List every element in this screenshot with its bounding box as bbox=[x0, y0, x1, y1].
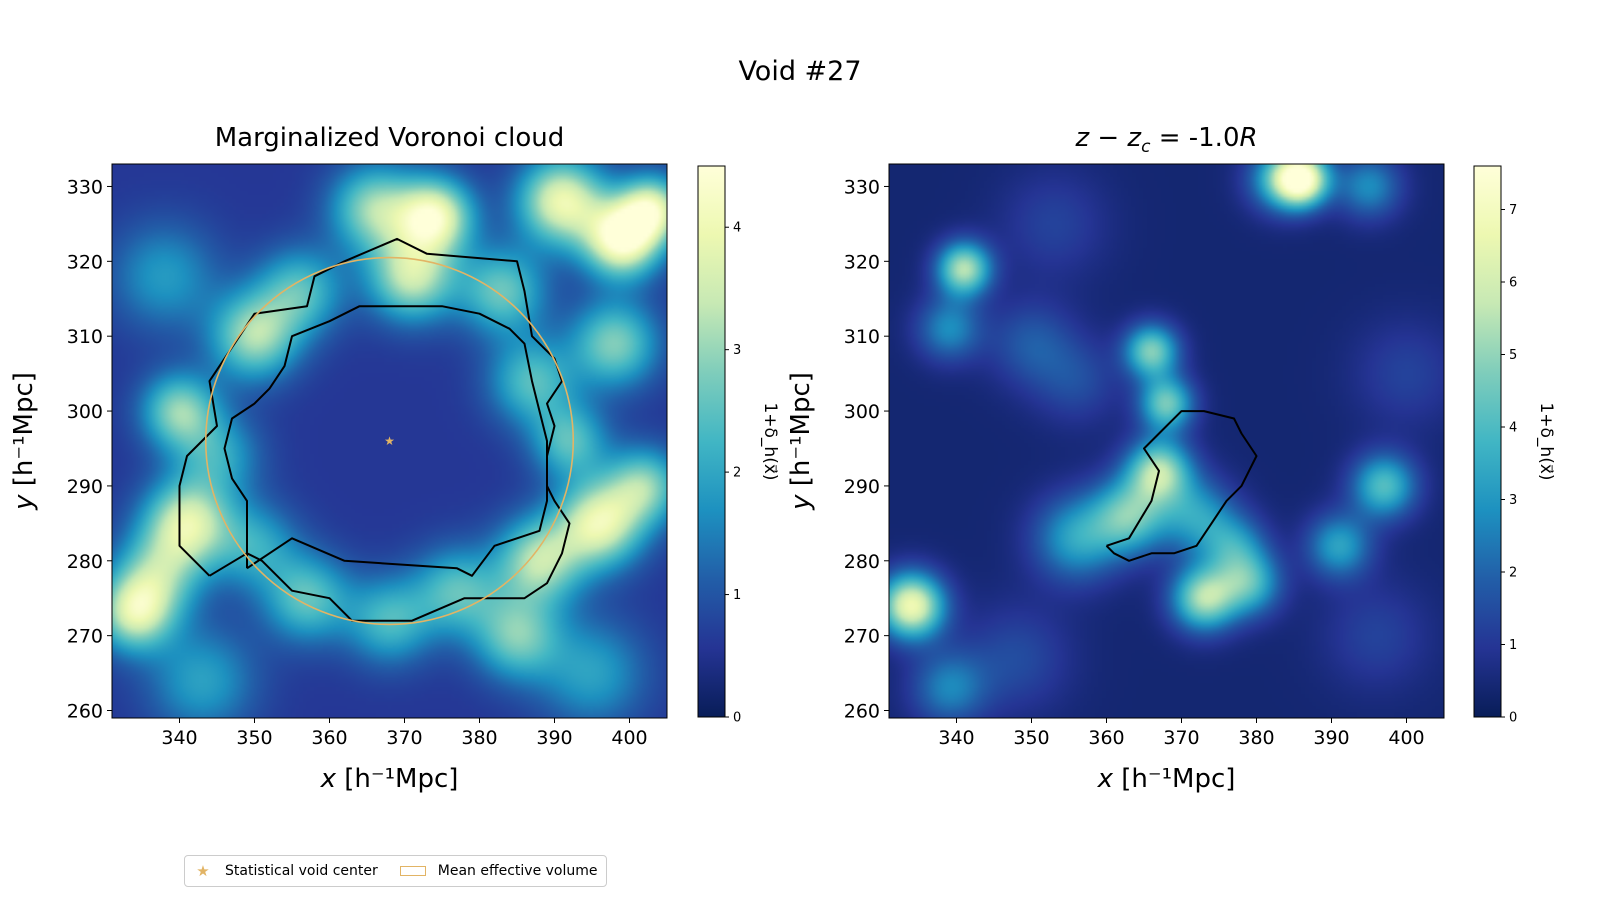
x-tick-label: 370 bbox=[1163, 727, 1199, 749]
y-tick-label: 270 bbox=[844, 626, 880, 648]
colorbar-tick-label: 4 bbox=[733, 221, 741, 236]
y-tick-label: 310 bbox=[844, 326, 880, 348]
x-tick-label: 360 bbox=[1088, 727, 1124, 749]
y-tick-label: 320 bbox=[844, 251, 880, 273]
x-tick-label: 380 bbox=[461, 727, 497, 749]
contour-line bbox=[1105, 410, 1258, 562]
contour-line bbox=[223, 305, 548, 577]
legend-item-volume: Mean effective volume bbox=[396, 863, 598, 879]
x-tick-label: 370 bbox=[386, 727, 422, 749]
x-axis-label: x [h⁻¹Mpc] bbox=[320, 764, 459, 794]
y-axis-label: y [h⁻¹Mpc] bbox=[786, 372, 816, 511]
y-tick-label: 280 bbox=[844, 551, 880, 573]
colorbar-tick-label: 0 bbox=[1509, 711, 1517, 726]
colorbar-tick-label: 7 bbox=[1509, 203, 1517, 218]
legend: ★ Statistical void center Mean effective… bbox=[184, 855, 607, 887]
x-tick-label: 350 bbox=[236, 727, 272, 749]
colorbar-tick-label: 5 bbox=[1509, 348, 1517, 363]
effective-volume-circle bbox=[204, 256, 575, 626]
colorbar-tick-label: 6 bbox=[1509, 276, 1517, 291]
colorbar-tick-label: 3 bbox=[733, 343, 741, 358]
colorbar-tick-label: 2 bbox=[1509, 566, 1517, 581]
colorbar-label: 1+δ_h(x⃗) bbox=[1536, 402, 1556, 480]
y-tick-label: 320 bbox=[67, 251, 103, 273]
x-tick-label: 360 bbox=[311, 727, 347, 749]
y-tick-label: 280 bbox=[67, 551, 103, 573]
heatmap-image bbox=[112, 164, 667, 718]
star-icon: ★ bbox=[196, 862, 210, 880]
panel-1: ★340 350 360 370 380 390 400260270280290300310… bbox=[9, 123, 780, 794]
panel-title: Marginalized Voronoi cloud bbox=[215, 123, 565, 153]
colorbar bbox=[697, 165, 726, 718]
y-axis-label: y [h⁻¹Mpc] bbox=[9, 372, 39, 511]
legend-label: Statistical void center bbox=[225, 863, 378, 879]
colorbar-tick-label: 1 bbox=[1509, 638, 1517, 653]
x-tick-label: 390 bbox=[1313, 727, 1349, 749]
legend-label: Mean effective volume bbox=[437, 863, 598, 879]
patch-icon bbox=[399, 866, 426, 876]
colorbar bbox=[1473, 165, 1502, 718]
x-tick-label: 340 bbox=[938, 727, 974, 749]
heatmap-image bbox=[889, 164, 1444, 718]
x-axis-label: x [h⁻¹Mpc] bbox=[1097, 764, 1236, 794]
colorbar-tick-label: 1 bbox=[733, 588, 741, 603]
y-tick-label: 330 bbox=[844, 176, 880, 198]
y-tick-label: 310 bbox=[67, 326, 103, 348]
legend-item-center: ★ Statistical void center bbox=[191, 862, 378, 880]
x-tick-label: 350 bbox=[1013, 727, 1049, 749]
x-tick-label: 400 bbox=[611, 727, 647, 749]
y-tick-label: 300 bbox=[844, 401, 880, 423]
y-tick-label: 290 bbox=[844, 476, 880, 498]
axes-frame bbox=[111, 163, 668, 719]
void-center-star: ★ bbox=[384, 434, 395, 448]
figure-title: Void #27 bbox=[738, 56, 862, 87]
x-tick-label: 400 bbox=[1388, 727, 1424, 749]
panel-title: z − zc = -1.0R bbox=[1074, 123, 1257, 157]
y-tick-label: 270 bbox=[67, 626, 103, 648]
colorbar-label: 1+δ_h(x⃗) bbox=[760, 402, 780, 480]
colorbar-tick-label: 3 bbox=[1509, 493, 1517, 508]
colorbar-tick-label: 4 bbox=[1509, 421, 1517, 436]
y-tick-label: 260 bbox=[67, 701, 103, 723]
panel-2: 340 350 360 370 380 390 4002602702802903003103… bbox=[786, 123, 1556, 794]
axes-frame bbox=[888, 163, 1445, 719]
x-tick-label: 340 bbox=[161, 727, 197, 749]
y-tick-label: 300 bbox=[67, 401, 103, 423]
y-tick-label: 330 bbox=[67, 176, 103, 198]
y-tick-label: 290 bbox=[67, 476, 103, 498]
y-tick-label: 260 bbox=[844, 701, 880, 723]
colorbar-tick-label: 0 bbox=[733, 711, 741, 726]
colorbar-tick-label: 2 bbox=[733, 466, 741, 481]
x-tick-label: 380 bbox=[1238, 727, 1274, 749]
x-tick-label: 390 bbox=[536, 727, 572, 749]
